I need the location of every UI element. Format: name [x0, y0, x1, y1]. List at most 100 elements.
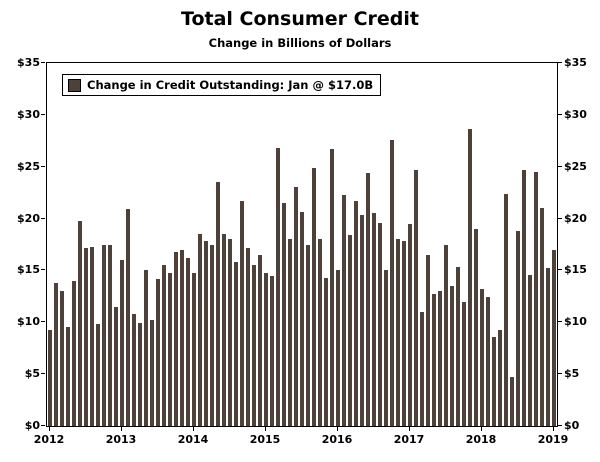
x-axis-tick-label: 2017 [393, 433, 425, 446]
bar [479, 289, 485, 426]
bar [77, 220, 83, 426]
bar [107, 244, 113, 426]
bar [551, 249, 557, 426]
y-axis-tick-label-right: $15 [564, 263, 587, 277]
bar [233, 262, 239, 426]
y-axis-tick-label-right: $5 [564, 367, 580, 381]
bar [161, 265, 167, 426]
bar [491, 336, 497, 426]
bar [113, 306, 119, 426]
bar [455, 267, 461, 426]
y-axis-tickmark [558, 425, 562, 426]
y-axis-tickmark [558, 269, 562, 271]
x-axis-tick-label: 2014 [177, 433, 209, 446]
bar [221, 234, 227, 426]
bar [365, 172, 371, 426]
bar [185, 257, 191, 426]
bar [443, 244, 449, 426]
bar [539, 208, 545, 426]
bar [431, 294, 437, 426]
bar [389, 139, 395, 426]
y-axis-tick-label-left: $30 [17, 107, 40, 121]
bar [53, 282, 59, 426]
y-axis-tickmark [41, 425, 45, 426]
bar [419, 311, 425, 426]
y-axis-tick-label-left: $15 [17, 263, 40, 277]
bar [323, 277, 329, 426]
y-axis-tickmark [558, 62, 562, 63]
bar [299, 212, 305, 426]
bar [425, 254, 431, 426]
y-axis-tickmark [41, 321, 45, 323]
bar [515, 231, 521, 426]
y-axis-tickmark [41, 165, 45, 167]
bar [137, 323, 143, 426]
y-axis-tick-label-left: $25 [17, 159, 40, 173]
y-axis-tick-label-left: $35 [17, 56, 40, 69]
y-axis-tick-label-left: $20 [17, 211, 40, 225]
bar [521, 169, 527, 426]
y-axis-tickmark [558, 321, 562, 323]
bar [503, 193, 509, 426]
bar [395, 239, 401, 426]
y-axis-tickmark [41, 269, 45, 271]
x-axis-tickmark [481, 427, 482, 431]
bar [413, 169, 419, 426]
bar [473, 228, 479, 426]
bar [533, 171, 539, 426]
bar [89, 246, 95, 426]
bar [275, 148, 281, 426]
x-axis-tickmark [553, 427, 554, 431]
bar [527, 274, 533, 426]
bar [119, 260, 125, 426]
bar [197, 234, 203, 426]
y-axis-tickmark [558, 217, 562, 219]
bar [353, 200, 359, 426]
bar [167, 272, 173, 426]
x-axis-tickmark [337, 427, 338, 431]
bar [59, 291, 65, 426]
bar [461, 301, 467, 426]
bar [347, 235, 353, 426]
bar [143, 270, 149, 426]
bar [311, 167, 317, 426]
legend: Change in Credit Outstanding: Jan @ $17.… [62, 74, 382, 96]
bar [509, 377, 515, 426]
bar [125, 209, 131, 426]
y-axis-tickmark [41, 62, 45, 63]
legend-swatch-icon [68, 78, 81, 92]
bar [269, 275, 275, 426]
y-axis-tick-label-right: $35 [564, 56, 587, 69]
bar [95, 324, 101, 426]
bar [239, 200, 245, 426]
y-axis-tickmark [41, 217, 45, 219]
bar [407, 223, 413, 426]
x-axis-tickmark [409, 427, 410, 431]
bar [71, 280, 77, 426]
bar [47, 329, 53, 426]
bar [203, 241, 209, 426]
x-axis-tick-label: 2013 [105, 433, 137, 446]
bar [317, 239, 323, 426]
bar [341, 194, 347, 426]
bar [179, 249, 185, 426]
legend-label: Change in Credit Outstanding: Jan @ $17.… [87, 78, 374, 92]
y-axis-tick-label-right: $20 [564, 211, 587, 225]
bar [215, 182, 221, 426]
y-axis-tickmark [41, 113, 45, 115]
x-axis-tick-label: 2019 [537, 433, 569, 446]
x-axis-tick-label: 2016 [321, 433, 353, 446]
x-axis-tick-label: 2012 [33, 433, 65, 446]
bar [383, 270, 389, 426]
x-axis-tickmark [49, 427, 50, 431]
bar [467, 129, 473, 426]
bar [227, 239, 233, 426]
y-axis-tick-label-left: $0 [24, 419, 40, 432]
bar [83, 247, 89, 426]
plot-area [46, 62, 558, 427]
y-axis-tickmark [558, 165, 562, 167]
x-axis-tickmark [193, 427, 194, 431]
chart-subtitle: Change in Billions of Dollars [208, 36, 392, 50]
bar [371, 213, 377, 426]
bar [281, 203, 287, 426]
